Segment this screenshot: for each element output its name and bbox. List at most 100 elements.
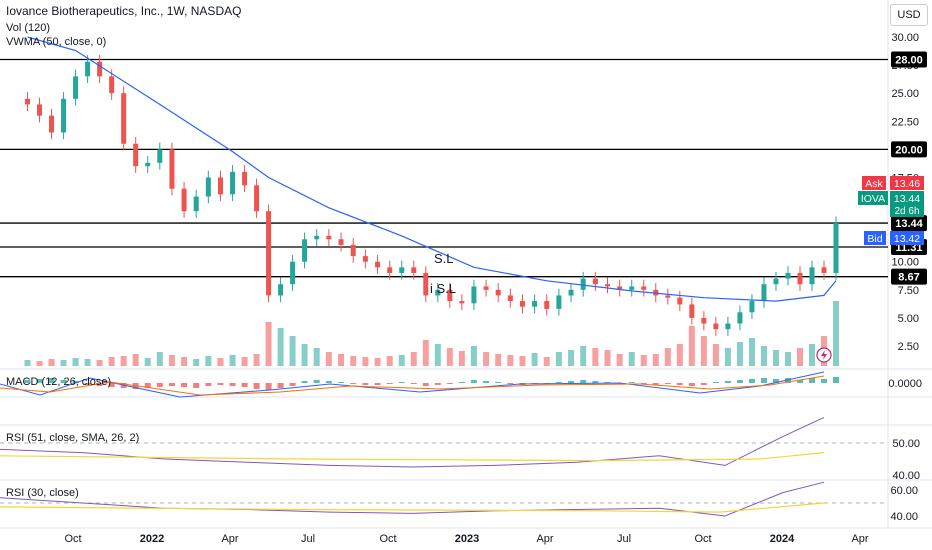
last-value-box bbox=[890, 191, 924, 217]
macd-histogram-bar bbox=[96, 383, 103, 386]
candle-body bbox=[290, 261, 296, 285]
volume-bar bbox=[712, 344, 719, 366]
volume-bar bbox=[446, 348, 453, 366]
candle-body bbox=[109, 76, 115, 94]
volume-bar bbox=[483, 352, 490, 366]
macd-histogram-bar bbox=[833, 377, 839, 383]
volume-bar bbox=[580, 346, 587, 366]
candle-body bbox=[254, 185, 260, 212]
volume-bar bbox=[325, 352, 332, 366]
macd-histogram-bar bbox=[676, 383, 683, 385]
level-label: 20.00 bbox=[895, 144, 923, 156]
volume-bar bbox=[350, 356, 357, 366]
level-label: 28.00 bbox=[895, 54, 923, 66]
candle-body bbox=[617, 286, 623, 290]
candle-body bbox=[689, 304, 695, 318]
volume-bar bbox=[809, 344, 815, 366]
macd-histogram-bar bbox=[712, 382, 719, 383]
rsi2-tick-label: 40.00 bbox=[890, 511, 918, 523]
volume-bar bbox=[108, 357, 115, 366]
macd-histogram-bar bbox=[181, 383, 188, 387]
ask-label-box bbox=[862, 176, 886, 190]
level-label: 8.67 bbox=[898, 272, 919, 284]
volume-bar bbox=[592, 348, 599, 366]
volume-bar bbox=[72, 358, 79, 366]
volume-bar bbox=[301, 344, 308, 366]
volume-bar bbox=[120, 356, 127, 366]
candle-body bbox=[785, 272, 791, 279]
volume-bar bbox=[688, 326, 695, 366]
candle-body bbox=[773, 278, 779, 285]
candle-body bbox=[85, 61, 91, 77]
volume-bar bbox=[217, 358, 224, 366]
volume-bar bbox=[736, 342, 743, 366]
macd-histogram-bar bbox=[386, 383, 393, 384]
time-tick-label: Apr bbox=[221, 533, 238, 545]
volume-bar bbox=[156, 352, 163, 366]
candle-body bbox=[568, 289, 574, 296]
candle-body bbox=[205, 177, 211, 197]
volume-bar bbox=[132, 354, 139, 366]
time-tick-label: Apr bbox=[851, 533, 868, 545]
volume-bar bbox=[96, 360, 103, 366]
currency-button[interactable]: USD bbox=[890, 4, 928, 26]
vwma-line bbox=[27, 36, 837, 302]
candle-body bbox=[121, 93, 127, 144]
time-tick-label: Oct bbox=[694, 533, 711, 545]
candle-body bbox=[532, 301, 538, 307]
macd-histogram-bar bbox=[568, 381, 575, 383]
volume-bar bbox=[748, 338, 755, 366]
volume-bar bbox=[555, 352, 562, 366]
volume-bar bbox=[531, 353, 538, 366]
volume-bar bbox=[568, 350, 575, 366]
time-tick-label: Oct bbox=[379, 533, 396, 545]
candle-body bbox=[266, 211, 272, 296]
candle-body bbox=[411, 267, 417, 273]
volume-bar bbox=[36, 361, 43, 366]
level-label: 13.44 bbox=[895, 218, 923, 230]
candle-body bbox=[302, 239, 308, 262]
macd-histogram-bar bbox=[422, 383, 429, 386]
volume-bar bbox=[84, 359, 91, 366]
volume-bar bbox=[458, 351, 465, 366]
candle-body bbox=[73, 76, 79, 99]
volume-bar bbox=[470, 346, 477, 366]
volume-bar bbox=[628, 352, 635, 366]
volume-legend: Vol (120) bbox=[6, 22, 51, 34]
macd-histogram-bar bbox=[760, 378, 767, 383]
volume-bar bbox=[772, 350, 779, 366]
candle-body bbox=[833, 223, 839, 273]
price-tick-label: 30.00 bbox=[891, 32, 919, 44]
price-tick-label: 7.50 bbox=[898, 285, 919, 297]
macd-histogram-bar bbox=[301, 381, 308, 383]
volume-bar bbox=[374, 358, 381, 366]
macd-histogram-bar bbox=[168, 383, 175, 386]
rsi2-line bbox=[0, 481, 825, 517]
macd-histogram-bar bbox=[785, 378, 791, 383]
volume-bar bbox=[168, 355, 175, 366]
volume-bar bbox=[205, 356, 212, 366]
price-tick-label: 10.00 bbox=[891, 257, 919, 269]
macd-histogram-bar bbox=[48, 378, 55, 383]
volume-bar bbox=[785, 352, 791, 366]
level-label-box bbox=[891, 141, 927, 158]
volume-bar bbox=[144, 358, 151, 366]
candle-body bbox=[181, 188, 187, 212]
candle-body bbox=[24, 98, 30, 105]
candle-body bbox=[242, 171, 248, 186]
macd-histogram-bar bbox=[821, 379, 827, 383]
volume-bar bbox=[616, 354, 623, 366]
volume-bar bbox=[724, 348, 731, 366]
macd-histogram-bar bbox=[736, 380, 743, 383]
level-label-box bbox=[891, 268, 927, 285]
price-tick-label: 5.00 bbox=[898, 313, 919, 325]
rsi1-tick-label: 50.00 bbox=[892, 438, 920, 450]
candle-body bbox=[338, 239, 344, 245]
macd-histogram-bar bbox=[156, 383, 163, 387]
candle-body bbox=[169, 149, 175, 189]
macd-tick-label: 0.0000 bbox=[888, 378, 922, 390]
volume-bar bbox=[229, 355, 236, 366]
macd-legend: MACD (12, 26, close) bbox=[6, 376, 112, 388]
candle-body bbox=[749, 301, 755, 313]
